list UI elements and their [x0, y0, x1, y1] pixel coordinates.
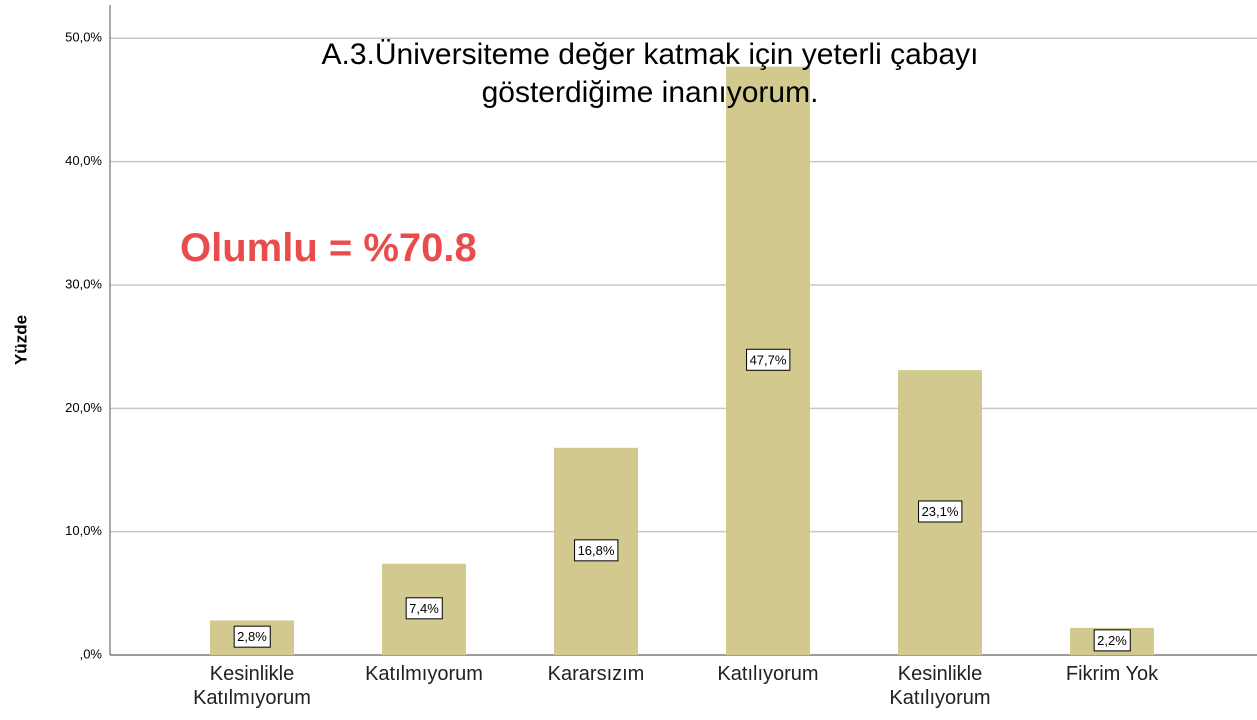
value-label: 16,8%	[578, 543, 615, 558]
annotation: Olumlu = %70.8	[180, 226, 477, 270]
y-tick-label: 20,0%	[65, 400, 102, 415]
value-label-box	[405, 597, 443, 620]
value-label: 2,8%	[237, 629, 267, 644]
y-axis-label: Yüzde	[11, 315, 30, 365]
x-tick-label: Kesinlikle Katılıyorum	[889, 663, 991, 709]
value-label: 23,1%	[922, 504, 959, 519]
value-label-box	[746, 348, 791, 371]
x-tick-label: Kararsızım	[547, 663, 645, 685]
x-tick-label: Katılıyorum	[717, 663, 819, 685]
y-tick-label: 10,0%	[65, 523, 102, 538]
x-tick-label: Fikrim Yok	[1065, 663, 1159, 685]
value-label: 2,2%	[1097, 633, 1127, 648]
x-tick-label: Kesinlikle Katılmıyorum	[193, 663, 311, 709]
y-tick-label: 40,0%	[65, 153, 102, 168]
value-label-box	[574, 539, 619, 562]
value-label-box	[233, 625, 271, 648]
value-label: 7,4%	[409, 601, 439, 616]
y-tick-label: 50,0%	[65, 30, 102, 45]
value-label: 47,7%	[750, 352, 787, 367]
x-tick-label: Katılmıyorum	[365, 663, 483, 685]
value-label-box	[1093, 629, 1131, 652]
chart-title: A.3.Üniversiteme değer katmak için yeter…	[321, 38, 979, 109]
y-tick-label: ,0%	[80, 646, 103, 661]
y-tick-label: 30,0%	[65, 276, 102, 291]
value-label-box	[918, 500, 963, 523]
